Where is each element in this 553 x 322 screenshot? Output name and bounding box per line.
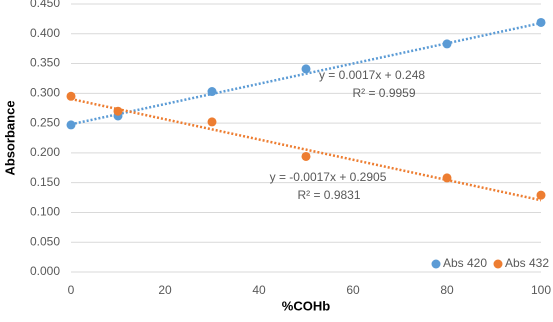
y-tick-label: 0.400 bbox=[30, 26, 60, 40]
y-tick-label: 0.450 bbox=[30, 0, 60, 10]
y-tick-label: 0.050 bbox=[30, 234, 60, 248]
data-point bbox=[207, 117, 217, 127]
data-point bbox=[66, 91, 76, 101]
x-tick-label: 100 bbox=[531, 283, 551, 297]
data-point bbox=[301, 64, 311, 74]
y-axis-title: Absorbance bbox=[2, 100, 17, 175]
trendline bbox=[70, 21, 542, 126]
data-point bbox=[442, 39, 452, 49]
y-tick-label: 0.250 bbox=[30, 115, 60, 129]
data-point bbox=[207, 87, 217, 97]
data-point bbox=[442, 173, 452, 183]
trendline bbox=[70, 97, 542, 202]
y-tick-label: 0.000 bbox=[30, 264, 60, 278]
y-tick-label: 0.150 bbox=[30, 175, 60, 189]
y-tick-label: 0.350 bbox=[30, 56, 60, 70]
trendline-equation: y = -0.0017x + 0.2905 bbox=[270, 170, 387, 184]
x-tick-label: 40 bbox=[252, 283, 266, 297]
trendline-equation: y = 0.0017x + 0.248 bbox=[319, 68, 425, 82]
y-tick-label: 0.200 bbox=[30, 145, 60, 159]
x-tick-label: 80 bbox=[440, 283, 454, 297]
trendline-r2: R² = 0.9959 bbox=[352, 86, 415, 100]
legend-label: Abs 420 bbox=[443, 256, 487, 270]
y-tick-label: 0.300 bbox=[30, 86, 60, 100]
data-point bbox=[536, 17, 546, 27]
legend-marker bbox=[493, 259, 503, 269]
data-point bbox=[113, 106, 123, 116]
x-tick-label: 60 bbox=[346, 283, 360, 297]
legend-label: Abs 432 bbox=[505, 256, 549, 270]
x-axis-title: %COHb bbox=[282, 298, 330, 313]
x-tick-label: 20 bbox=[158, 283, 172, 297]
data-point bbox=[301, 151, 311, 161]
x-tick-label: 0 bbox=[68, 283, 75, 297]
y-tick-label: 0.100 bbox=[30, 205, 60, 219]
legend-marker bbox=[431, 259, 441, 269]
trendline-r2: R² = 0.9831 bbox=[297, 188, 360, 202]
data-point bbox=[536, 190, 546, 200]
data-point bbox=[66, 120, 76, 130]
